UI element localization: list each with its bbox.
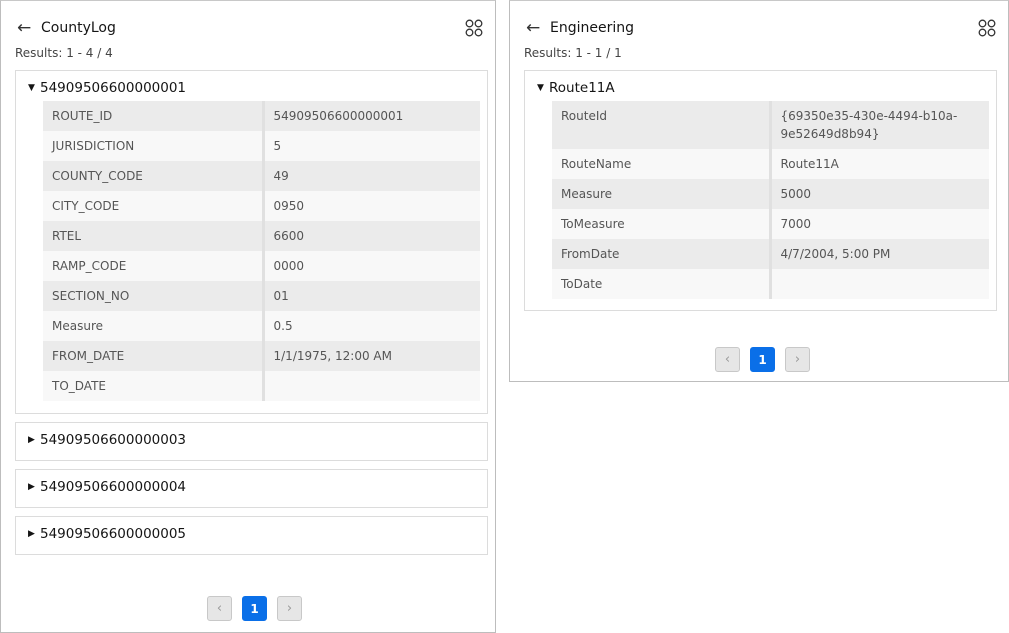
engineering-panel: ← Engineering Results: 1 - 1 / 1 ▼ Route1… — [509, 0, 1009, 382]
field-name: SECTION_NO — [43, 281, 265, 311]
page-1-button[interactable]: 1 — [750, 347, 775, 372]
field-value: 0000 — [263, 251, 480, 281]
attribute-row: ToMeasure 7000 — [552, 209, 989, 239]
triangle-right-icon: ▶ — [28, 482, 35, 492]
result-header[interactable]: ▶ 54909506600000003 — [28, 431, 186, 449]
field-name: TO_DATE — [43, 371, 265, 401]
chevron-right-icon: › — [286, 601, 293, 616]
attribute-row: Measure 0.5 — [43, 311, 480, 341]
back-arrow-icon[interactable]: ← — [17, 18, 32, 38]
pagination: ‹ 1 › — [207, 596, 302, 621]
field-name: JURISDICTION — [43, 131, 265, 161]
panel-title: Engineering — [550, 20, 634, 36]
next-page-button[interactable]: › — [277, 596, 302, 621]
result-title: Route11A — [549, 80, 615, 96]
field-name: CITY_CODE — [43, 191, 265, 221]
attribute-row: JURISDICTION 5 — [43, 131, 480, 161]
attribute-row: RouteId {69350e35-430e-4494-b10a-9e52649d… — [552, 101, 989, 149]
field-name: Measure — [552, 179, 772, 209]
attribute-row: FROM_DATE 1/1/1975, 12:00 AM — [43, 341, 480, 371]
field-value: 0.5 — [263, 311, 480, 341]
back-arrow-icon[interactable]: ← — [526, 18, 541, 38]
field-value: Route11A — [770, 149, 989, 179]
attribute-row: COUNTY_CODE 49 — [43, 161, 480, 191]
results-count: Results: 1 - 1 / 1 — [524, 46, 622, 60]
prev-page-button[interactable]: ‹ — [207, 596, 232, 621]
field-value: 0950 — [263, 191, 480, 221]
result-header[interactable]: ▼ Route11A — [537, 79, 615, 97]
next-page-button[interactable]: › — [785, 347, 810, 372]
field-value: 5 — [263, 131, 480, 161]
attribute-row: ToDate — [552, 269, 989, 299]
field-value — [770, 269, 989, 299]
attribute-table: RouteId {69350e35-430e-4494-b10a-9e52649d… — [552, 101, 989, 299]
countylog-panel: ← CountyLog Results: 1 - 4 / 4 ▼ 54909506… — [0, 0, 496, 633]
attribute-row: ROUTE_ID 54909506600000001 — [43, 101, 480, 131]
attribute-row: FromDate 4/7/2004, 5:00 PM — [552, 239, 989, 269]
field-name: ToMeasure — [552, 209, 772, 239]
results-count: Results: 1 - 4 / 4 — [15, 46, 113, 60]
field-value: 54909506600000001 — [263, 101, 480, 131]
field-value: 1/1/1975, 12:00 AM — [263, 341, 480, 371]
result-header[interactable]: ▶ 54909506600000005 — [28, 525, 186, 543]
field-name: RouteName — [552, 149, 772, 179]
field-name: RouteId — [552, 101, 772, 149]
pagination: ‹ 1 › — [715, 347, 810, 372]
field-name: FromDate — [552, 239, 772, 269]
chevron-left-icon: ‹ — [216, 601, 223, 616]
field-value — [263, 371, 480, 401]
result-card-collapsed[interactable]: ▶ 54909506600000004 — [15, 469, 488, 508]
triangle-right-icon: ▶ — [28, 435, 35, 445]
prev-page-button[interactable]: ‹ — [715, 347, 740, 372]
result-title: 54909506600000004 — [40, 479, 187, 495]
result-card-collapsed[interactable]: ▶ 54909506600000005 — [15, 516, 488, 555]
triangle-right-icon: ▶ — [28, 529, 35, 539]
chevron-left-icon: ‹ — [724, 352, 731, 367]
result-title: 54909506600000005 — [40, 526, 187, 542]
page-1-button[interactable]: 1 — [242, 596, 267, 621]
triangle-down-icon: ▼ — [28, 83, 35, 93]
result-card-collapsed[interactable]: ▶ 54909506600000003 — [15, 422, 488, 461]
result-header[interactable]: ▼ 54909506600000001 — [28, 79, 186, 97]
grid-options-icon[interactable] — [978, 19, 996, 37]
attribute-row: Measure 5000 — [552, 179, 989, 209]
field-value: 5000 — [770, 179, 989, 209]
result-card-expanded: ▼ 54909506600000001 ROUTE_ID 5490950660000… — [15, 70, 488, 414]
grid-options-icon[interactable] — [465, 19, 483, 37]
field-name: ToDate — [552, 269, 772, 299]
chevron-right-icon: › — [794, 352, 801, 367]
field-value: {69350e35-430e-4494-b10a-9e52649d8b94} — [770, 101, 989, 149]
attribute-table: ROUTE_ID 54909506600000001 JURISDICTION 5 CO… — [43, 101, 480, 401]
result-title: 54909506600000003 — [40, 432, 187, 448]
result-header[interactable]: ▶ 54909506600000004 — [28, 478, 186, 496]
result-title: 54909506600000001 — [40, 80, 187, 96]
field-value: 7000 — [770, 209, 989, 239]
field-value: 49 — [263, 161, 480, 191]
field-value: 01 — [263, 281, 480, 311]
attribute-row: RTEL 6600 — [43, 221, 480, 251]
attribute-row: RouteName Route11A — [552, 149, 989, 179]
attribute-row: SECTION_NO 01 — [43, 281, 480, 311]
field-name: FROM_DATE — [43, 341, 265, 371]
attribute-row: RAMP_CODE 0000 — [43, 251, 480, 281]
triangle-down-icon: ▼ — [537, 83, 544, 93]
field-name: RTEL — [43, 221, 265, 251]
panel-title: CountyLog — [41, 20, 116, 36]
field-value: 6600 — [263, 221, 480, 251]
field-name: Measure — [43, 311, 265, 341]
attribute-row: TO_DATE — [43, 371, 480, 401]
field-name: ROUTE_ID — [43, 101, 265, 131]
result-card-expanded: ▼ Route11A RouteId {69350e35-430e-4494-b10… — [524, 70, 997, 311]
attribute-row: CITY_CODE 0950 — [43, 191, 480, 221]
field-name: RAMP_CODE — [43, 251, 265, 281]
field-value: 4/7/2004, 5:00 PM — [770, 239, 989, 269]
field-name: COUNTY_CODE — [43, 161, 265, 191]
